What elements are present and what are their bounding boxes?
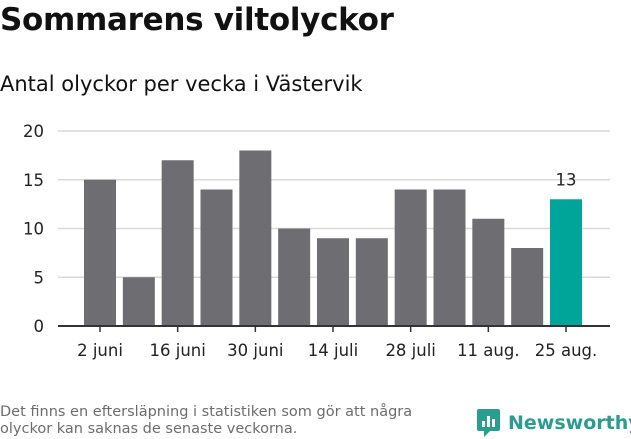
x-tick-label: 16 juni — [150, 341, 206, 360]
x-tick-label: 14 juli — [308, 341, 358, 360]
bar — [317, 238, 349, 326]
chart-title: Sommarens viltolyckor — [0, 2, 394, 38]
bar — [472, 218, 505, 326]
bar — [239, 150, 272, 326]
y-tick-label: 10 — [23, 220, 44, 239]
data-labels: 13 — [556, 170, 577, 189]
newsworthy-logo-icon — [477, 409, 500, 437]
bar-highlighted — [550, 199, 582, 326]
chart-subtitle: Antal olyckor per vecka i Västervik — [0, 72, 363, 96]
footnote: Det finns en eftersläpning i statistiken… — [0, 404, 413, 437]
bar — [394, 189, 427, 326]
x-tick-label: 2 juni — [77, 341, 123, 360]
x-tick-label: 11 aug. — [457, 341, 520, 360]
y-tick-label: 5 — [34, 268, 45, 287]
brand: Newsworthy — [476, 408, 631, 438]
y-axis-ticks: 0 5 10 15 20 — [23, 122, 44, 336]
y-tick-label: 0 — [34, 317, 45, 336]
data-label: 13 — [556, 170, 577, 189]
bar — [511, 248, 544, 326]
bar — [84, 179, 116, 326]
y-tick-label: 15 — [23, 171, 44, 190]
y-tick-label: 20 — [23, 122, 44, 141]
x-tick-label: 25 aug. — [535, 341, 598, 360]
bar — [161, 160, 194, 326]
bars — [84, 150, 582, 326]
bar — [278, 228, 311, 326]
bar — [355, 238, 388, 326]
brand-name: Newsworthy — [508, 412, 631, 434]
bar — [200, 189, 233, 326]
x-axis: 2 juni 16 juni 30 juni 14 juli 28 juli 11 aug… — [58, 325, 610, 360]
bar — [433, 189, 466, 326]
x-tick-label: 28 juli — [385, 341, 435, 360]
bar — [122, 277, 155, 326]
x-tick-label: 30 juni — [227, 341, 283, 360]
